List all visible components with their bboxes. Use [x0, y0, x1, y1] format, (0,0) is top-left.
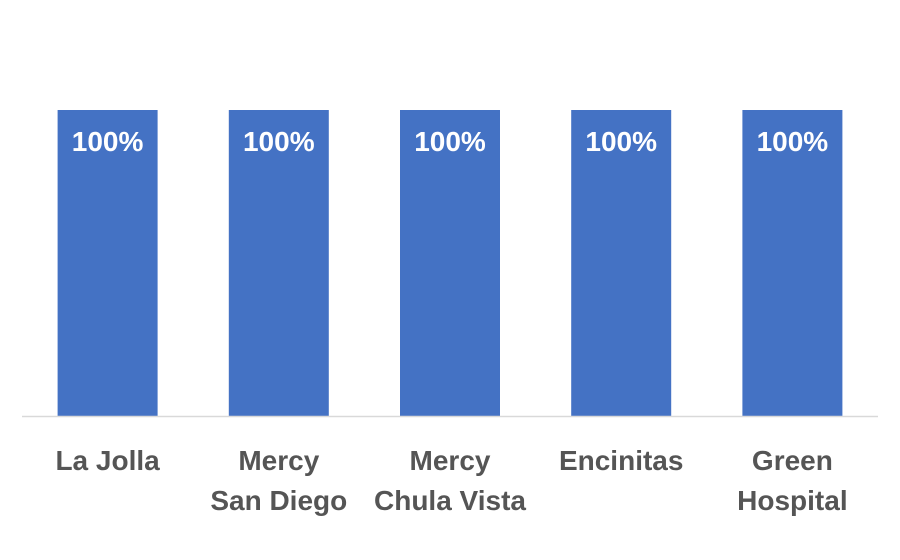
bar-data-label: 100%	[757, 126, 829, 157]
x-tick-label: Chula Vista	[374, 485, 526, 516]
bar-data-label: 100%	[72, 126, 144, 157]
x-tick-label: Encinitas	[559, 445, 683, 476]
bar-data-label: 100%	[585, 126, 657, 157]
x-tick-label: San Diego	[210, 485, 347, 516]
x-tick-label: Hospital	[737, 485, 847, 516]
bar	[400, 110, 500, 416]
bar	[742, 110, 843, 416]
x-tick-labels-group: La Jolla Mercy San Diego Mercy Chula Vista En…	[55, 445, 847, 516]
bar	[571, 110, 672, 416]
x-tick-label: La Jolla	[55, 445, 160, 476]
bar	[228, 110, 329, 416]
x-tick-label: Mercy	[238, 445, 319, 476]
bars-group	[57, 110, 843, 416]
data-labels-group: 100% 100% 100% 100% 100%	[72, 126, 829, 157]
bar-data-label: 100%	[243, 126, 315, 157]
bar-data-label: 100%	[414, 126, 486, 157]
x-tick-label: Green	[752, 445, 833, 476]
x-tick-label: Mercy	[410, 445, 491, 476]
bar	[57, 110, 158, 416]
